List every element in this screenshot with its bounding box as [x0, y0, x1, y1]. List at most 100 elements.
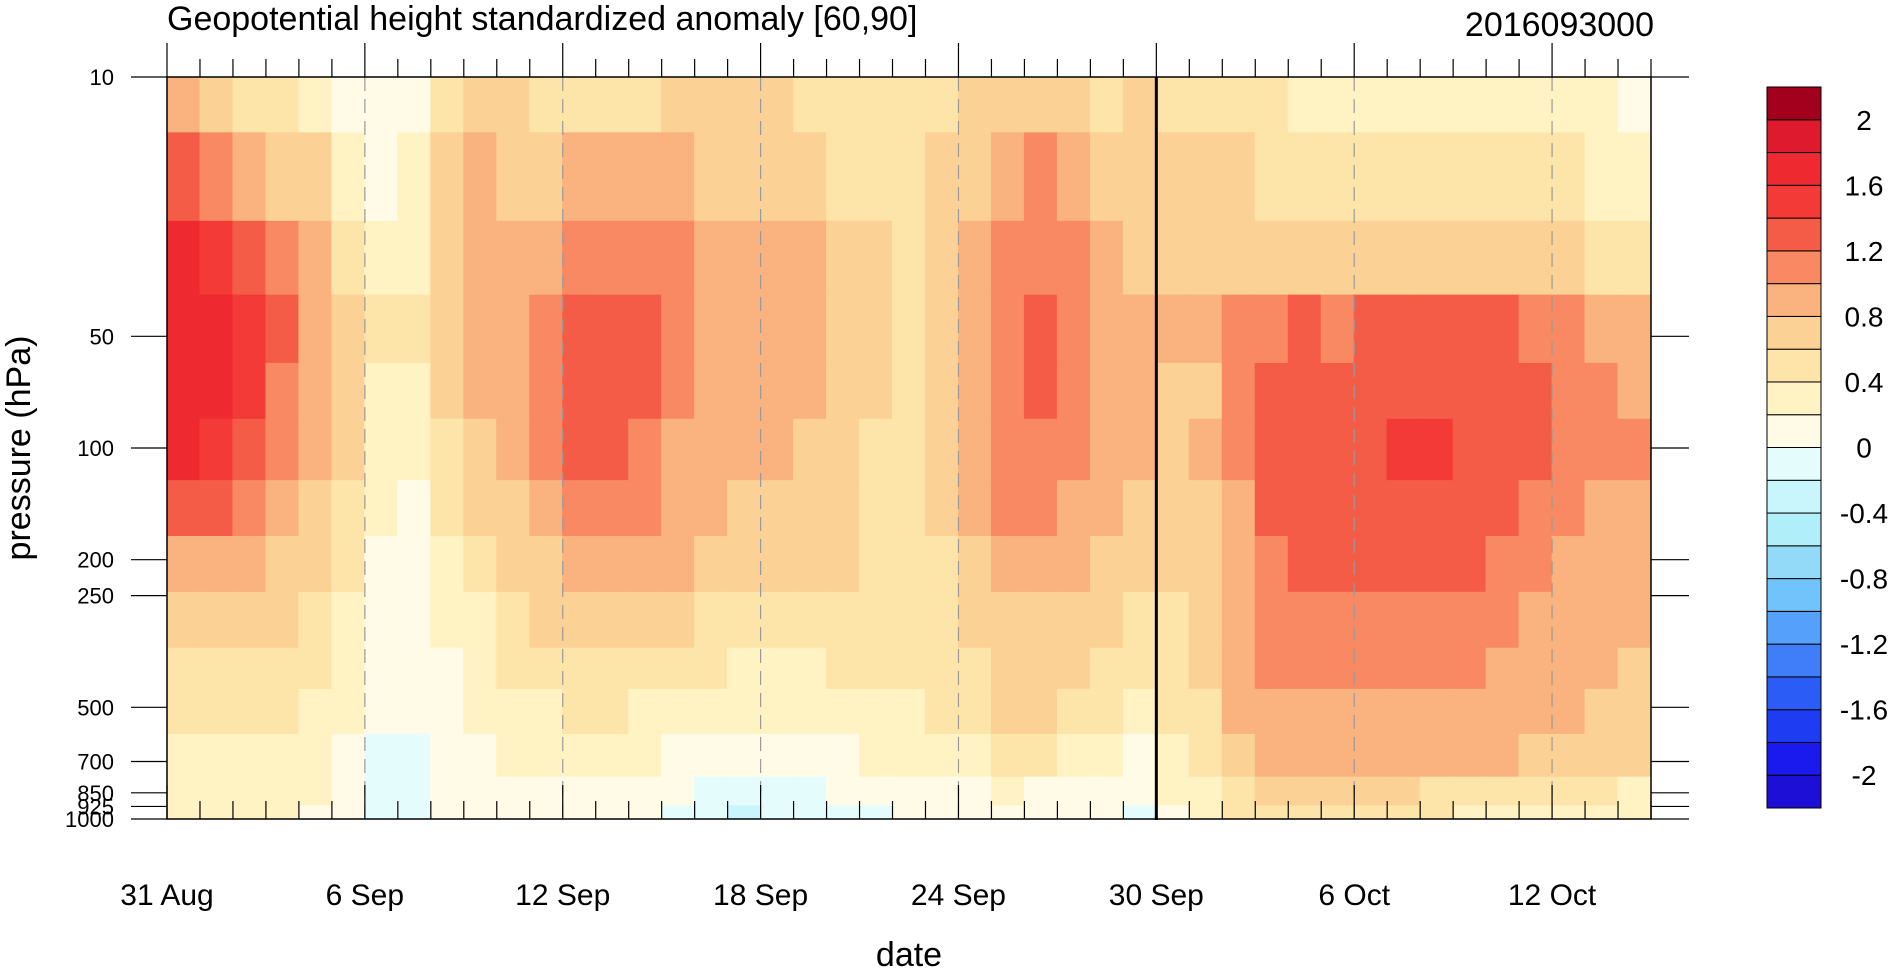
field-cell — [661, 132, 696, 222]
field-cell — [167, 418, 201, 482]
field-cell — [1122, 805, 1157, 819]
field-cell — [924, 733, 959, 778]
field-cell — [1452, 647, 1487, 690]
field-cell — [1584, 362, 1619, 420]
field-cell — [463, 591, 498, 649]
field-cell — [1023, 591, 1058, 649]
field-cell — [1089, 776, 1124, 807]
field-cell — [199, 805, 234, 819]
field-cell — [628, 591, 663, 649]
field-cell — [859, 77, 894, 134]
chart-title: Geopotential height standardized anomaly… — [167, 0, 917, 38]
field-cell — [1221, 480, 1256, 537]
field-cell — [1221, 536, 1256, 593]
field-cell — [331, 418, 366, 482]
field-cell — [1320, 776, 1355, 807]
colorbar-swatch — [1766, 119, 1822, 154]
field-cell — [595, 77, 630, 134]
x-tick-label: 6 Oct — [1318, 879, 1390, 912]
colorbar-label: -1.2 — [1840, 629, 1888, 660]
field-cell — [364, 362, 399, 420]
field-cell — [1452, 418, 1487, 482]
field-cell — [199, 294, 234, 364]
field-cell — [463, 77, 498, 134]
field-cell — [826, 805, 861, 819]
field-cell — [826, 776, 861, 807]
field-cell — [595, 480, 630, 537]
field-cell — [1023, 132, 1058, 222]
field-cell — [1551, 647, 1586, 690]
field-cell — [760, 688, 795, 735]
field-cell — [463, 776, 498, 807]
field-cell — [694, 418, 729, 482]
field-cell — [1485, 536, 1520, 593]
field-cell — [364, 132, 399, 222]
field-cell — [859, 647, 894, 690]
field-cell — [167, 294, 201, 364]
field-cell — [331, 776, 366, 807]
field-cell — [628, 220, 663, 296]
field-cell — [364, 776, 399, 807]
field-cell — [727, 418, 762, 482]
field-cell — [793, 647, 828, 690]
field-cell — [694, 805, 729, 819]
field-cell — [924, 362, 959, 420]
field-cell — [265, 688, 300, 735]
field-cell — [892, 220, 926, 296]
field-cell — [1089, 77, 1124, 134]
field-cell — [694, 776, 729, 807]
field-cell — [232, 220, 267, 296]
field-cell — [496, 647, 531, 690]
field-cell — [1452, 132, 1487, 222]
field-cell — [727, 733, 762, 778]
field-cell — [1023, 220, 1058, 296]
field-cell — [562, 536, 597, 593]
field-cell — [364, 220, 399, 296]
field-cell — [397, 688, 432, 735]
field-cell — [1485, 294, 1520, 364]
field-cell — [199, 647, 234, 690]
field-cell — [826, 480, 861, 537]
field-cell — [1287, 805, 1322, 819]
field-cell — [1518, 688, 1553, 735]
field-cell — [1551, 294, 1586, 364]
field-cell — [1320, 132, 1355, 222]
field-cell — [1584, 220, 1619, 296]
field-cell — [1287, 362, 1322, 420]
field-cell — [1485, 776, 1520, 807]
field-cell — [1320, 688, 1355, 735]
field-cell — [628, 733, 663, 778]
colorbar-label: -0.8 — [1840, 564, 1888, 595]
field-cell — [793, 688, 828, 735]
field-cell — [1617, 591, 1651, 649]
field-cell — [892, 362, 926, 420]
axes: 31 Aug 6 Sep 12 Sep 18 Sep 24 Sep 30 Sep 6 Oct… — [65, 43, 1689, 912]
y-tick-label: 50 — [90, 324, 114, 349]
field-cell — [892, 536, 926, 593]
field-cell — [1023, 733, 1058, 778]
field-cell — [1188, 536, 1223, 593]
field-cell — [924, 647, 959, 690]
y-axis-label: pressure (hPa) — [0, 336, 38, 561]
field-cell — [463, 733, 498, 778]
field-cell — [1023, 536, 1058, 593]
field-cell — [859, 418, 894, 482]
field-cell — [331, 647, 366, 690]
field-cell — [1155, 733, 1190, 778]
field-cell — [232, 536, 267, 593]
field-cell — [1056, 688, 1091, 735]
field-cell — [826, 647, 861, 690]
field-cell — [1155, 536, 1190, 593]
field-cell — [1518, 418, 1553, 482]
y-tick-label: 1000 — [65, 807, 114, 832]
field-cell — [793, 536, 828, 593]
field-cell — [1089, 480, 1124, 537]
field-cell — [1023, 77, 1058, 134]
field-cell — [1089, 362, 1124, 420]
field-cell — [1419, 480, 1454, 537]
field-cell — [397, 805, 432, 819]
field-cell — [1353, 647, 1388, 690]
field-cell — [990, 480, 1025, 537]
field-cell — [562, 132, 597, 222]
